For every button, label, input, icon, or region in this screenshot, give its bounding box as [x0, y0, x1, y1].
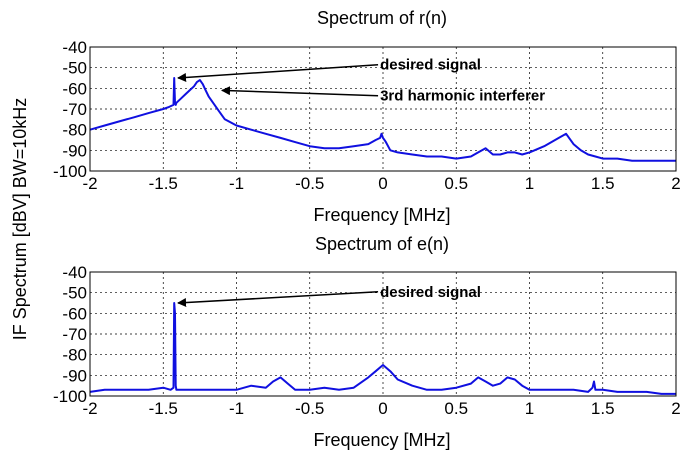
y-tick-label: -40	[62, 263, 87, 282]
x-tick-label: -1	[229, 174, 244, 193]
y-tick-label: -100	[53, 162, 87, 181]
plot-frame	[89, 46, 677, 172]
x-tick-label: 1	[525, 399, 534, 418]
y-tick-label: -70	[62, 100, 87, 119]
gridlines	[90, 47, 676, 171]
x-axis-label: Frequency [MHz]	[313, 430, 450, 450]
y-tick-label: -90	[62, 141, 87, 160]
y-tick-label: -80	[62, 346, 87, 365]
chart-panel-r: Spectrum of r(n) -2 -1.5 -1 -0.5 0 0.5 1 1.5 2 -…	[53, 8, 681, 225]
x-tick-label: -0.5	[295, 399, 324, 418]
y-tick-labels: -40 -50-60 -70 -80-90 -100	[53, 38, 87, 181]
x-tick-label: 1	[525, 174, 534, 193]
annotation-label: 3rd harmonic interferer	[380, 88, 545, 105]
x-tick-label: -2	[82, 399, 97, 418]
y-tick-labels: -40 -50-60 -70 -80-90 -100	[53, 263, 87, 406]
y-tick-label: -80	[62, 121, 87, 140]
x-tick-label: 0	[378, 399, 387, 418]
annotation-arrow	[177, 63, 379, 82]
x-tick-labels: -2 -1.5 -1 -0.5 0 0.5 1 1.5 2	[82, 399, 680, 418]
chart-panel-e: Spectrum of e(n) -2 -1.5 -1 -0.5 0 0.5 1 1.5 2 -…	[53, 234, 681, 450]
x-tick-label: 0.5	[444, 399, 468, 418]
annotations: desired signal	[177, 284, 481, 308]
x-tick-label: -1	[229, 399, 244, 418]
y-tick-label: -60	[62, 79, 87, 98]
chart-title: Spectrum of e(n)	[315, 234, 449, 254]
x-tick-label: -1.5	[149, 399, 178, 418]
x-tick-label: 2	[671, 399, 680, 418]
shared-y-axis-label: IF Spectrum [dBV] BW=10kHz	[10, 98, 30, 341]
x-tick-label: -1.5	[149, 174, 178, 193]
x-tick-label: 2	[671, 174, 680, 193]
gridlines	[90, 272, 676, 396]
y-tick-label: -70	[62, 325, 87, 344]
annotation-label: desired signal	[380, 284, 481, 301]
x-tick-label: 0.5	[444, 174, 468, 193]
plot-frame	[89, 271, 677, 397]
x-tick-label: -2	[82, 174, 97, 193]
y-tick-label: -40	[62, 38, 87, 57]
x-tick-labels: -2 -1.5 -1 -0.5 0 0.5 1 1.5 2	[82, 174, 680, 193]
annotation-arrow	[221, 86, 379, 97]
annotations: desired signal 3rd harmonic interferer	[177, 57, 545, 105]
spectrum-trace	[89, 77, 676, 162]
y-tick-label: -50	[62, 59, 87, 78]
y-tick-label: -50	[62, 284, 87, 303]
spectrum-trace	[89, 302, 676, 395]
y-tick-label: -60	[62, 304, 87, 323]
annotation-arrow	[177, 291, 379, 308]
chart-title: Spectrum of r(n)	[317, 8, 447, 28]
x-tick-label: -0.5	[295, 174, 324, 193]
annotation-label: desired signal	[380, 57, 481, 74]
y-tick-label: -90	[62, 366, 87, 385]
x-tick-label: 1.5	[591, 399, 615, 418]
x-axis-label: Frequency [MHz]	[313, 205, 450, 225]
y-tick-label: -100	[53, 387, 87, 406]
x-tick-label: 0	[378, 174, 387, 193]
x-tick-label: 1.5	[591, 174, 615, 193]
